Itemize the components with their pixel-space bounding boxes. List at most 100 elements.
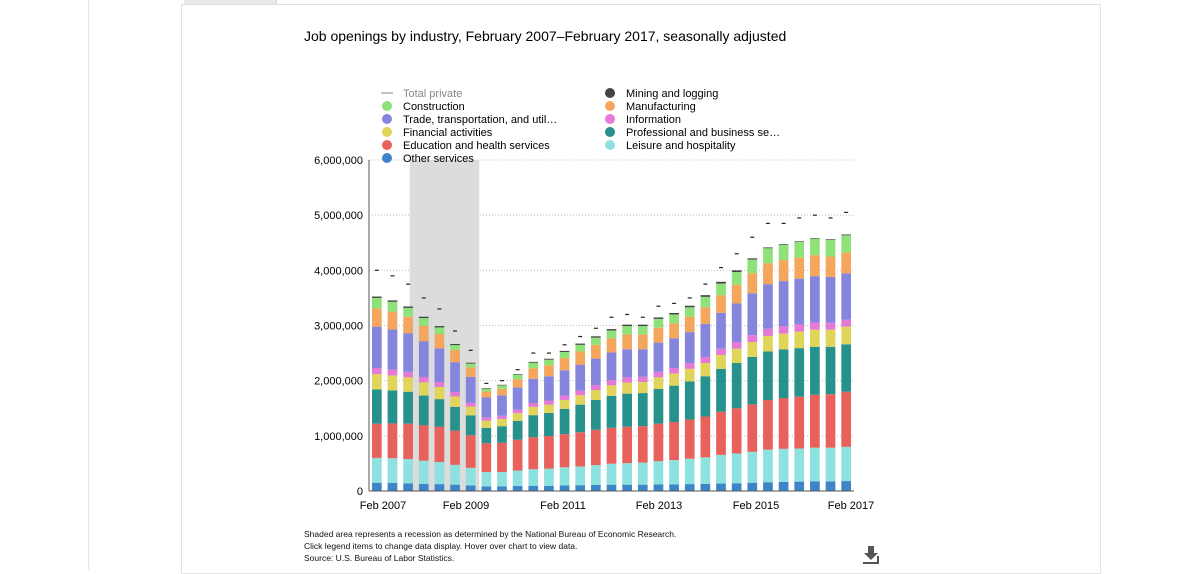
bar-segment[interactable] (778, 398, 789, 449)
bar-segment[interactable] (763, 351, 773, 400)
bar-segment[interactable] (497, 471, 507, 487)
bar-segment[interactable] (591, 484, 601, 491)
bar-segment[interactable] (778, 481, 789, 491)
bar-segment[interactable] (465, 415, 476, 436)
bar-segment[interactable] (403, 316, 413, 334)
bar-segment[interactable] (481, 417, 492, 421)
bar-segment[interactable] (637, 426, 648, 463)
bar-segment[interactable] (794, 241, 805, 258)
bar-segment[interactable] (512, 470, 523, 487)
bar-segment[interactable] (841, 252, 852, 274)
bar-segment[interactable] (825, 481, 836, 491)
bar-segment[interactable] (778, 349, 789, 399)
bar-segment[interactable] (716, 281, 726, 284)
bar-segment[interactable] (481, 486, 492, 491)
bar-segment[interactable] (716, 312, 726, 349)
bar-segment[interactable] (465, 402, 476, 407)
bar-segment[interactable] (544, 358, 554, 360)
bar-segment[interactable] (559, 408, 570, 435)
bar-segment[interactable] (622, 334, 632, 350)
bar-segment[interactable] (450, 396, 460, 407)
bar-segment[interactable] (497, 384, 507, 386)
bar-segment[interactable] (810, 276, 820, 323)
bar-segment[interactable] (481, 427, 492, 444)
bar-segment[interactable] (544, 412, 554, 437)
bar-segment[interactable] (810, 329, 820, 347)
tab-stub[interactable] (184, 0, 277, 4)
bar-segment[interactable] (841, 234, 852, 236)
bar-segment[interactable] (497, 419, 507, 427)
bar-segment[interactable] (684, 419, 695, 459)
bar-segment[interactable] (371, 423, 382, 458)
legend-item[interactable]: Other services (382, 153, 474, 165)
bar-segment[interactable] (763, 328, 773, 336)
bar-segment[interactable] (512, 413, 523, 421)
bar-segment[interactable] (669, 373, 679, 386)
bar-segment[interactable] (481, 443, 492, 472)
bar-segment[interactable] (637, 376, 648, 383)
bar-segment[interactable] (481, 420, 492, 428)
bar-segment[interactable] (559, 358, 570, 371)
bar-segment[interactable] (434, 334, 445, 349)
legend-item[interactable]: Leisure and hospitality (605, 140, 736, 152)
bar-segment[interactable] (669, 484, 679, 491)
bar-segment[interactable] (544, 404, 554, 413)
bar-segment[interactable] (841, 326, 852, 345)
bar-segment[interactable] (481, 397, 492, 418)
bar-segment[interactable] (637, 484, 648, 491)
bar-segment[interactable] (684, 381, 695, 420)
bar-segment[interactable] (606, 385, 617, 396)
bar-segment[interactable] (637, 334, 648, 350)
bar-segment[interactable] (512, 387, 523, 410)
bar-segment[interactable] (637, 462, 648, 485)
bar-segment[interactable] (434, 326, 445, 328)
bar-segment[interactable] (403, 391, 413, 424)
bar-segment[interactable] (794, 257, 805, 279)
bar-segment[interactable] (497, 395, 507, 416)
bar-segment[interactable] (559, 485, 570, 491)
bar-segment[interactable] (575, 343, 586, 345)
bar-segment[interactable] (544, 359, 554, 366)
bar-segment[interactable] (731, 284, 742, 304)
bar-segment[interactable] (575, 485, 586, 491)
bar-segment[interactable] (544, 376, 554, 401)
bar-segment[interactable] (371, 457, 382, 483)
bar-segment[interactable] (622, 393, 632, 427)
bar-segment[interactable] (684, 458, 695, 485)
bar-segment[interactable] (606, 395, 617, 428)
bar-segment[interactable] (841, 344, 852, 392)
bar-segment[interactable] (747, 356, 758, 405)
bar-segment[interactable] (810, 238, 820, 239)
bar-segment[interactable] (559, 370, 570, 396)
bar-segment[interactable] (716, 483, 726, 491)
bar-segment[interactable] (418, 341, 429, 378)
bar-segment[interactable] (841, 481, 852, 491)
legend-item[interactable]: Professional and business se… (605, 127, 780, 139)
bar-segment[interactable] (841, 235, 852, 253)
bar-segment[interactable] (387, 300, 398, 302)
bar-segment[interactable] (778, 333, 789, 350)
bar-segment[interactable] (622, 484, 632, 491)
bar-segment[interactable] (825, 239, 836, 240)
bar-segment[interactable] (371, 296, 382, 298)
bar-segment[interactable] (669, 422, 679, 461)
bar-segment[interactable] (606, 463, 617, 485)
bar-segment[interactable] (528, 437, 539, 470)
bar-segment[interactable] (669, 323, 679, 339)
bar-segment[interactable] (606, 338, 617, 353)
bar-segment[interactable] (559, 395, 570, 400)
bar-segment[interactable] (465, 367, 476, 377)
bar-segment[interactable] (731, 348, 742, 364)
bar-segment[interactable] (716, 283, 726, 296)
bar-segment[interactable] (512, 420, 523, 440)
bar-segment[interactable] (512, 439, 523, 471)
bar-segment[interactable] (700, 296, 711, 308)
bar-segment[interactable] (716, 295, 726, 313)
legend-item[interactable]: Trade, transportation, and util… (382, 114, 557, 126)
bar-segment[interactable] (716, 355, 726, 369)
bar-segment[interactable] (591, 336, 601, 338)
bar-segment[interactable] (684, 332, 695, 364)
bar-segment[interactable] (418, 460, 429, 484)
bar-segment[interactable] (528, 403, 539, 407)
bar-segment[interactable] (669, 385, 679, 423)
